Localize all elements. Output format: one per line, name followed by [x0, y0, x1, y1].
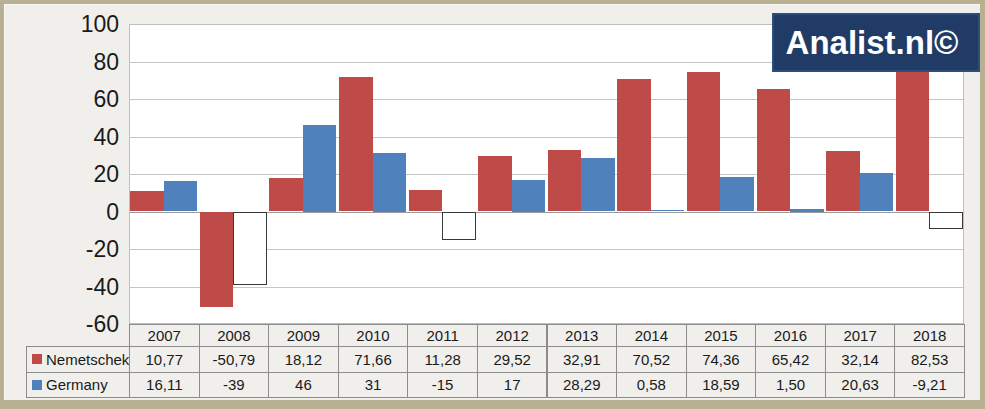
year-cell: 2013 [547, 324, 618, 347]
brand-logo-text: Analist.nl© [786, 24, 959, 62]
bar-germany-2015 [720, 177, 754, 212]
bar-germany-2016 [790, 209, 824, 212]
value-cell-germany-2011: -15 [407, 372, 478, 399]
value-cell-nemetschek-2018: 82,53 [894, 346, 965, 373]
bar-nemetschek-2009 [269, 178, 303, 212]
bar-germany-2008 [233, 212, 267, 285]
chart-canvas: 100806040200-20-40-60 200720082009201020… [4, 4, 980, 400]
legend-label: Germany [46, 376, 108, 393]
value-cell-germany-2016: 1,50 [755, 372, 826, 399]
value-cell-germany-2017: 20,63 [825, 372, 896, 399]
value-cell-nemetschek-2015: 74,36 [686, 346, 757, 373]
y-axis-label: 100 [19, 13, 119, 36]
bar-germany-2009 [303, 125, 337, 211]
gridline [130, 137, 963, 138]
bar-germany-2010 [373, 153, 407, 211]
bar-nemetschek-2012 [478, 156, 512, 211]
value-cell-germany-2012: 17 [477, 372, 548, 399]
year-cell: 2010 [338, 324, 409, 347]
value-cell-nemetschek-2016: 65,42 [755, 346, 826, 373]
value-cell-nemetschek-2009: 18,12 [268, 346, 339, 373]
value-cell-germany-2015: 18,59 [686, 372, 757, 399]
year-cell: 2015 [686, 324, 757, 347]
value-cell-germany-2010: 31 [338, 372, 409, 399]
year-cell: 2008 [199, 324, 270, 347]
legend-swatch-germany [32, 380, 42, 390]
legend-cell-germany: Germany [26, 372, 130, 399]
bar-nemetschek-2013 [548, 150, 582, 212]
value-cell-nemetschek-2011: 11,28 [407, 346, 478, 373]
bar-nemetschek-2008 [200, 212, 234, 307]
year-cell: 2014 [616, 324, 687, 347]
legend-swatch-nemetschek [32, 354, 42, 364]
year-cell: 2011 [407, 324, 478, 347]
bar-nemetschek-2011 [409, 190, 443, 211]
y-axis-label: 80 [19, 51, 119, 74]
y-axis-label: 0 [19, 201, 119, 224]
year-cell: 2009 [268, 324, 339, 347]
value-cell-nemetschek-2013: 32,91 [547, 346, 618, 373]
bar-germany-2014 [651, 210, 685, 211]
bar-nemetschek-2010 [339, 77, 373, 211]
value-cell-nemetschek-2012: 29,52 [477, 346, 548, 373]
legend-label: Nemetschek [46, 351, 129, 368]
value-cell-germany-2008: -39 [199, 372, 270, 399]
bar-nemetschek-2015 [687, 72, 721, 211]
value-cell-nemetschek-2017: 32,14 [825, 346, 896, 373]
year-cell: 2016 [755, 324, 826, 347]
value-cell-nemetschek-2010: 71,66 [338, 346, 409, 373]
bar-germany-2018 [929, 212, 963, 229]
bar-germany-2013 [581, 158, 615, 211]
year-cell: 2007 [129, 324, 200, 347]
year-cell: 2017 [825, 324, 896, 347]
bar-nemetschek-2014 [617, 79, 651, 211]
gridline [130, 99, 963, 100]
y-axis-label: 60 [19, 88, 119, 111]
value-cell-nemetschek-2008: -50,79 [199, 346, 270, 373]
value-cell-germany-2014: 0,58 [616, 372, 687, 399]
value-cell-germany-2013: 28,29 [547, 372, 618, 399]
legend-cell-nemetschek: Nemetschek [26, 346, 130, 373]
year-cell: 2012 [477, 324, 548, 347]
bar-germany-2012 [512, 180, 546, 212]
value-cell-nemetschek-2007: 10,77 [129, 346, 200, 373]
y-axis-label: 20 [19, 163, 119, 186]
year-cell: 2018 [894, 324, 965, 347]
gridline [130, 287, 963, 288]
brand-logo: Analist.nl© [772, 13, 980, 72]
bar-germany-2007 [164, 181, 198, 211]
bar-nemetschek-2007 [130, 191, 164, 211]
value-cell-germany-2007: 16,11 [129, 372, 200, 399]
bar-nemetschek-2016 [757, 89, 791, 212]
bar-germany-2011 [442, 212, 476, 240]
y-axis-label: -20 [19, 238, 119, 261]
value-cell-nemetschek-2014: 70,52 [616, 346, 687, 373]
y-axis-label: -60 [19, 313, 119, 336]
value-cell-germany-2009: 46 [268, 372, 339, 399]
bar-nemetschek-2017 [826, 151, 860, 211]
value-cell-germany-2018: -9,21 [894, 372, 965, 399]
bar-germany-2017 [860, 173, 894, 212]
y-axis-label: 40 [19, 126, 119, 149]
bar-nemetschek-2018 [896, 57, 930, 212]
y-axis-label: -40 [19, 276, 119, 299]
